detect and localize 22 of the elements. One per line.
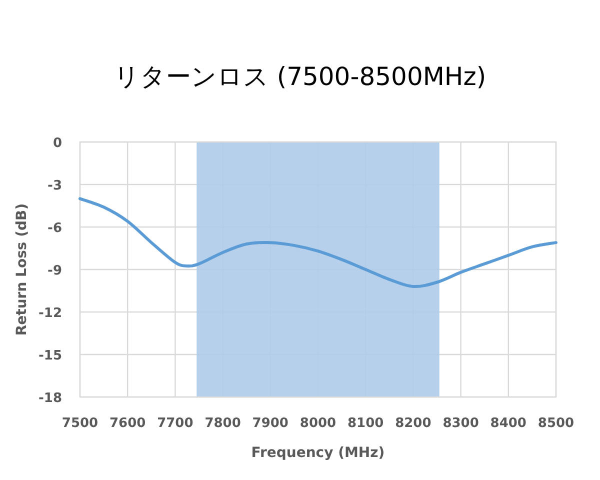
x-tick-label: 7700	[157, 416, 194, 431]
x-tick-label: 7900	[252, 416, 288, 431]
x-tick-label: 7600	[110, 416, 146, 431]
x-tick-label: 8400	[490, 416, 526, 431]
x-tick-label: 8000	[300, 416, 336, 431]
x-tick-label: 8500	[538, 416, 574, 431]
y-tick-label: -6	[48, 221, 62, 236]
y-tick-label: -15	[38, 348, 62, 364]
x-tick-label: 7800	[204, 416, 241, 431]
x-tick-label: 8100	[348, 416, 384, 431]
x-tick-label: 8300	[442, 416, 479, 431]
y-tick-label: -3	[48, 178, 62, 194]
x-tick-label: 8200	[395, 416, 432, 431]
y-axis-title: Return Loss (dB)	[14, 203, 30, 336]
y-tick-label: -12	[38, 306, 62, 321]
y-tick-label: 0	[52, 136, 62, 151]
x-axis-title: Frequency (MHz)	[251, 445, 385, 461]
x-tick-label: 7500	[62, 416, 98, 431]
line-series	[78, 197, 558, 288]
y-tick-label: -9	[48, 264, 62, 278]
y-tick-label: -18	[38, 391, 62, 406]
chart-title: リターンロス (7500-8500MHz)	[114, 62, 486, 91]
